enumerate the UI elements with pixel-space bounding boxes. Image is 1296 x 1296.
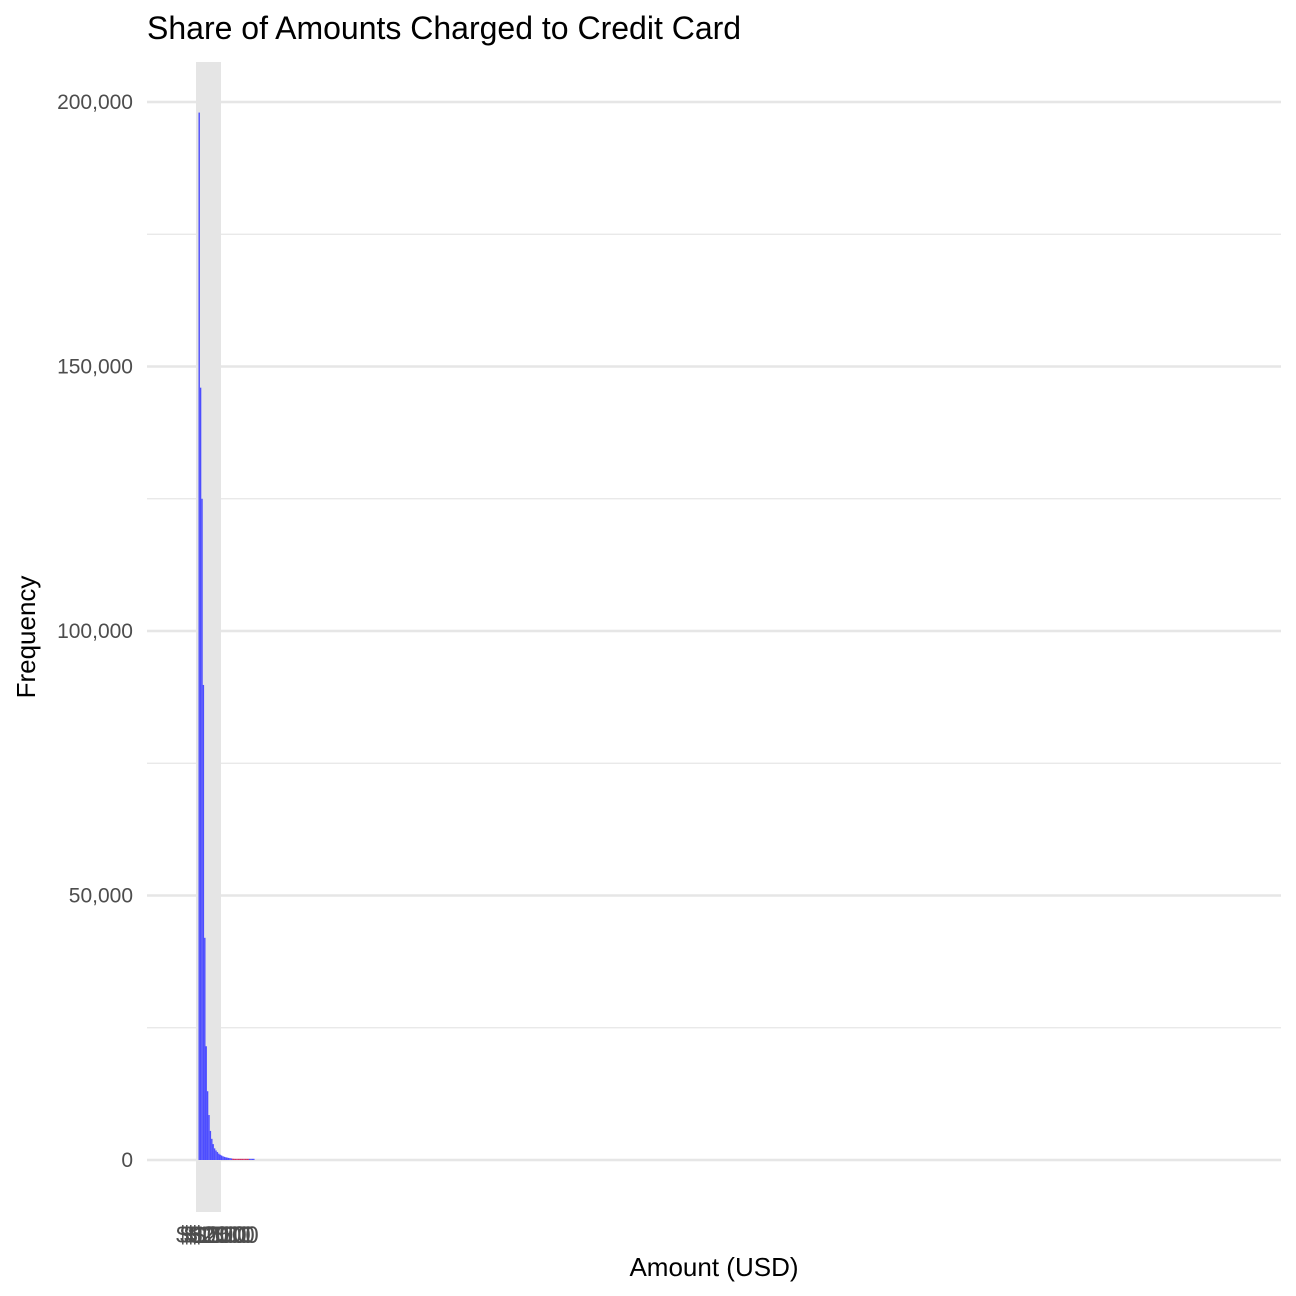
histogram-bar	[206, 1091, 209, 1160]
histogram-bar	[223, 1156, 226, 1160]
bars	[198, 112, 255, 1161]
minor-gridlines	[147, 233, 1281, 1029]
histogram-bar	[213, 1148, 216, 1160]
histogram-bar	[239, 1158, 241, 1160]
histogram-bar	[251, 1158, 254, 1160]
histogram-bar	[216, 1152, 219, 1160]
histogram-bar	[227, 1157, 230, 1160]
histogram-bar	[243, 1158, 245, 1160]
histogram-bar	[219, 1154, 221, 1160]
histogram-bar	[236, 1158, 238, 1160]
histogram-bar	[218, 1153, 220, 1160]
histogram-bar	[247, 1158, 249, 1160]
histogram-bar	[205, 1046, 207, 1160]
histogram-bar	[204, 937, 206, 1160]
x-tick-label: $1500	[184, 1222, 251, 1249]
histogram-bar	[232, 1158, 234, 1160]
y-tick-label: 50,000	[69, 885, 133, 908]
y-tick-label: 200,000	[57, 91, 133, 114]
histogram-bar	[212, 1144, 214, 1160]
y-tick-label: 100,000	[57, 620, 133, 643]
x-tick-label: $1000	[180, 1222, 247, 1249]
histogram-bar	[198, 112, 200, 1161]
histogram-bar	[211, 1138, 213, 1160]
y-tick-label: 150,000	[57, 356, 133, 379]
histogram-bar	[241, 1158, 244, 1160]
histogram-bar	[208, 1115, 210, 1160]
histogram-bar	[237, 1158, 240, 1160]
major-gridlines	[147, 100, 1281, 1162]
histogram-bar	[244, 1158, 247, 1160]
chart-title: Share of Amounts Charged to Credit Card	[147, 10, 741, 46]
y-tick-labels: 0 50,000 100,000 150,000 200,000	[57, 91, 133, 1172]
histogram-bar	[201, 498, 203, 1160]
histogram-bar	[229, 1158, 231, 1160]
histogram-bar	[230, 1158, 233, 1160]
histogram-bar	[220, 1155, 223, 1160]
histogram-bar	[246, 1158, 248, 1160]
histogram-bar	[209, 1130, 212, 1160]
histogram-bar	[199, 387, 202, 1160]
histogram-bar	[240, 1158, 242, 1160]
histogram-bar	[225, 1157, 227, 1160]
histogram-bar	[234, 1158, 237, 1160]
x-axis-title: Amount (USD)	[629, 1252, 798, 1282]
x-tick-label: $500	[176, 1222, 229, 1249]
histogram-bar	[250, 1158, 252, 1160]
histogram-bar	[215, 1150, 217, 1160]
x-tick-label: $2500	[192, 1222, 259, 1249]
x-tick-label: $2000	[188, 1222, 255, 1249]
y-axis-title: Frequency	[11, 576, 41, 699]
histogram-bar	[222, 1156, 224, 1160]
histogram-bar	[248, 1158, 251, 1160]
histogram-bar	[202, 684, 205, 1160]
y-tick-label: 0	[121, 1149, 133, 1172]
histogram-bar	[233, 1158, 235, 1160]
x-tick-labels: $500 $1000 $1500 $2000 $2500	[176, 1222, 259, 1249]
histogram-bar	[253, 1158, 255, 1160]
histogram-bar	[226, 1157, 228, 1160]
